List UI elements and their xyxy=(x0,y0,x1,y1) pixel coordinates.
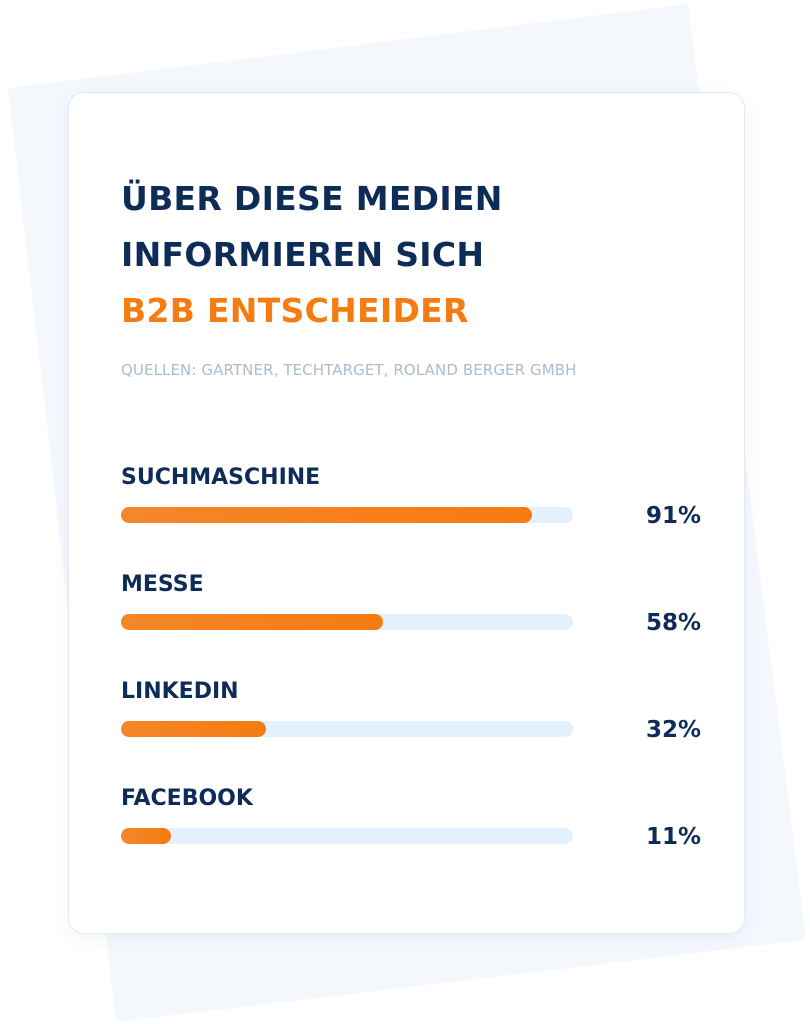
bar-row: FACEBOOK 11% xyxy=(121,786,701,866)
bar-value-label: 58% xyxy=(645,610,701,636)
bar-track xyxy=(121,614,573,630)
bar-row: MESSE 58% xyxy=(121,572,701,652)
chart-subtitle: QUELLEN: GARTNER, TECHTARGET, ROLAND BER… xyxy=(121,361,577,379)
bar-track xyxy=(121,507,573,523)
bar-value-label: 32% xyxy=(645,717,701,743)
title-line-1: ÜBER DIESE MEDIEN xyxy=(121,179,503,218)
bar-value-label: 91% xyxy=(645,503,701,529)
bar-label: LINKEDIN xyxy=(121,679,239,704)
bar xyxy=(121,614,384,630)
bar-label: SUCHMASCHINE xyxy=(121,465,321,490)
bar xyxy=(121,507,533,523)
bar-value-label: 11% xyxy=(645,824,701,850)
title-line-2: INFORMIEREN SICH xyxy=(121,235,485,274)
title-accent: B2B ENTSCHEIDER xyxy=(121,291,469,330)
bar-track xyxy=(121,721,573,737)
bar-label: FACEBOOK xyxy=(121,786,253,811)
bar-row: SUCHMASCHINE 91% xyxy=(121,465,701,545)
bar-row: LINKEDIN 32% xyxy=(121,679,701,759)
bar xyxy=(121,828,171,844)
infographic-card: ÜBER DIESE MEDIEN INFORMIEREN SICH B2B E… xyxy=(68,92,745,934)
bar-track xyxy=(121,828,573,844)
bar-label: MESSE xyxy=(121,572,204,597)
chart-title: ÜBER DIESE MEDIEN INFORMIEREN SICH B2B E… xyxy=(121,171,503,339)
bar xyxy=(121,721,266,737)
